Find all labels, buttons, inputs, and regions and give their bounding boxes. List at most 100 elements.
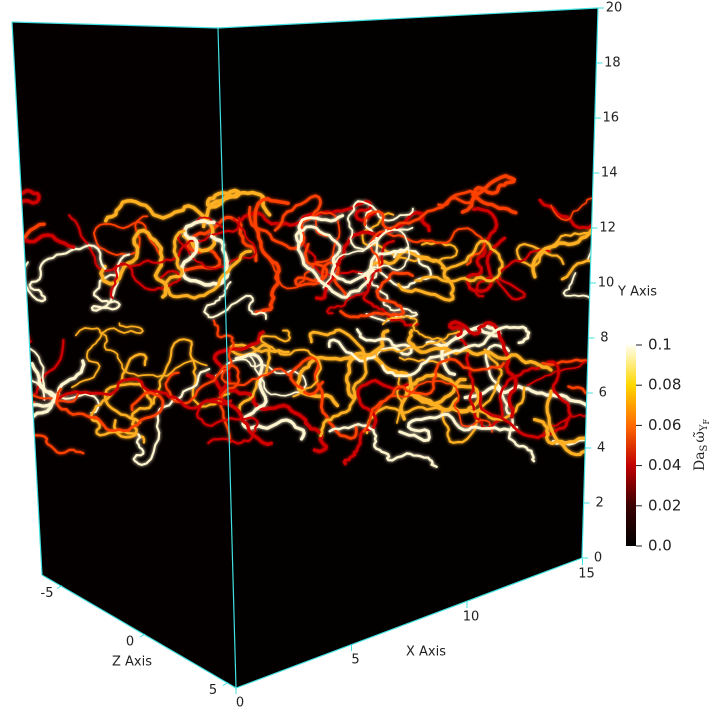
title-symbol: ω̃ [692,431,708,442]
z-tick-label: -5 [41,586,54,601]
flame-front [90,253,131,312]
flame-front [344,353,467,406]
flame-front [346,200,414,251]
flame-front [381,325,531,378]
y-tick-label: 0 [594,551,602,566]
flame-front [296,214,375,299]
flame-front [327,328,413,363]
flame-front [550,197,598,267]
colorbar-tick-label: 0.08 [648,376,681,394]
y-tick-label: 20 [606,1,623,16]
y-tick-label: 8 [600,331,608,346]
y-tick-label: 18 [604,56,621,71]
flame-front [229,343,290,413]
colorbar-tick-label: 0.1 [648,336,672,354]
title-main: Da [692,451,708,471]
flame-front [132,368,211,466]
colorbar-tick-label: 0.04 [648,456,681,474]
flame-front [465,206,507,293]
flame-front [414,239,504,283]
flame-front [12,333,32,385]
z-tick-label: 0 [126,635,134,650]
flame-front [234,352,306,441]
flame-front [239,199,377,227]
z-tick-label: 5 [209,683,217,698]
flame-front [12,217,18,302]
y-axis-label: Y Axis [617,285,657,300]
flame-front [201,188,272,229]
colorbar-tick-label: 0.06 [648,416,681,434]
flame-front [328,423,438,469]
flame-front [398,413,519,442]
flame-front [99,228,169,299]
flame-front [363,189,477,231]
flame-front [195,397,259,445]
flame-front [448,320,518,419]
flame-front [474,248,551,301]
z-axis-label: Z Axis [112,655,152,670]
flame-front [314,210,431,301]
flame-front [308,328,368,438]
flame-front [362,239,419,327]
title-symbol-sub: Y [699,424,710,432]
flame-front [152,338,231,408]
flame-front [181,215,258,272]
flame-front [531,190,598,279]
flame-front [93,215,161,257]
flame-front [362,357,505,433]
flame-front [12,346,80,403]
z-tick [139,633,146,638]
x-tick-label: 5 [351,653,359,668]
colorbar-tick-label: 0.0 [648,537,672,555]
flame-front [12,338,65,433]
flame-front [180,219,230,287]
x-tick-label: 15 [578,567,595,582]
flame-front [268,211,341,290]
colorbar [626,345,636,546]
flame-front [203,281,267,320]
x-tick-label: 0 [236,696,244,711]
y-tick-label: 6 [599,386,607,401]
y-tick-label: 12 [599,221,616,236]
front-edge [217,27,237,689]
flame-front [562,232,598,300]
z-tick [222,682,229,686]
flame-front [253,197,290,314]
colorbar-title: DaSω̃YF [692,419,710,471]
title-sub: S [699,444,710,451]
flame-front [369,227,486,273]
y-tick-label: 2 [595,496,603,511]
y-tick-label: 10 [598,276,615,291]
flame-front [74,327,208,378]
flame-front [361,212,459,263]
flame-front [365,386,526,435]
flame-front [339,271,414,319]
colorbar-tick-label: 0.02 [648,496,681,514]
flame-front [12,334,32,389]
x-axis-label: X Axis [406,645,446,660]
flame-front [478,360,572,440]
left-edge [11,21,43,576]
flame-front [399,372,481,421]
flame-front [440,348,503,444]
title-symbol-subsub: F [702,419,710,425]
flame-front [369,250,455,302]
x-tick-label: 10 [463,610,480,625]
flame-front [212,319,293,387]
flame-front [289,356,358,440]
z-tick [56,585,63,589]
flame-front [205,373,328,454]
flame-front [460,174,518,215]
flame-front [89,352,148,444]
left-face [12,22,236,688]
y-tick-label: 14 [601,166,618,181]
flame-front [381,315,450,364]
flame-front [109,216,241,300]
y-tick-label: 4 [597,441,605,456]
y-tick-label: 16 [603,111,620,126]
flame-front [22,244,107,303]
flame-front [71,322,144,389]
flame-front [104,199,216,253]
